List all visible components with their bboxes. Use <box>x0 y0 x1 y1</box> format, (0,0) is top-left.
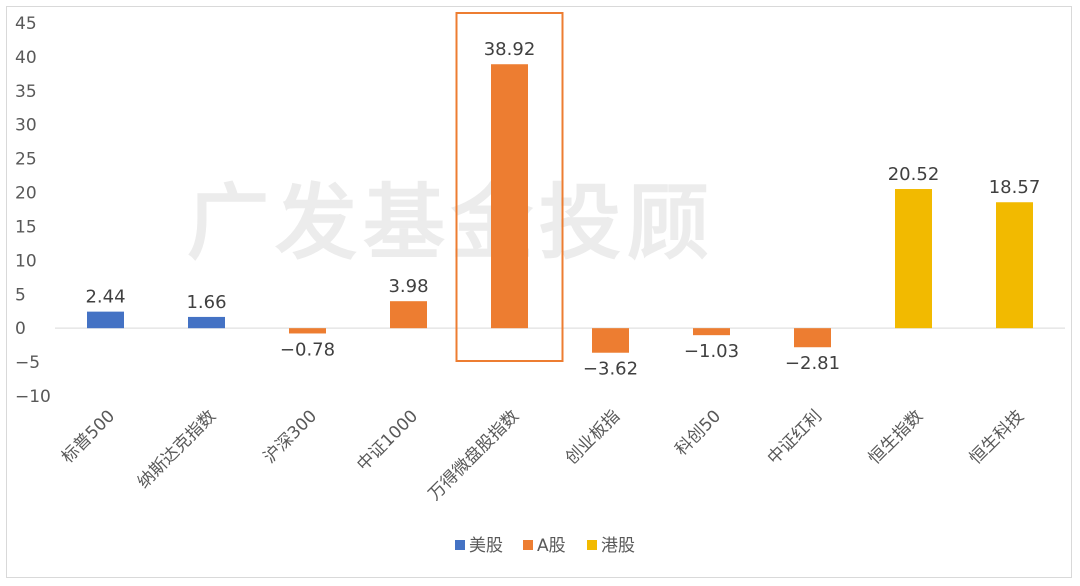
y-tick-label: 45 <box>15 14 37 34</box>
bar <box>996 202 1033 329</box>
bar <box>390 301 427 329</box>
legend-swatch <box>523 540 533 550</box>
y-tick-label: 35 <box>15 82 37 102</box>
x-tick-label: 中证红利 <box>764 406 826 468</box>
data-label: 3.98 <box>388 276 428 297</box>
x-tick-label: 恒生指数 <box>865 406 927 468</box>
watermark-text: 广发基金投顾 <box>187 176 715 271</box>
x-tick-label: 中证1000 <box>353 406 422 475</box>
y-tick-label: 10 <box>15 251 37 271</box>
x-tick-label: 万得微盘股指数 <box>425 406 523 504</box>
data-label: −0.78 <box>280 339 335 360</box>
data-label: 1.66 <box>186 292 226 313</box>
y-tick-label: 0 <box>15 319 26 339</box>
legend-swatch <box>455 540 465 550</box>
y-tick-label: 40 <box>15 48 37 68</box>
data-label: 2.44 <box>85 287 125 308</box>
x-tick-label: 纳斯达克指数 <box>134 406 220 492</box>
data-label: 38.92 <box>484 39 536 60</box>
bar <box>289 328 326 334</box>
y-tick-label: −5 <box>15 353 40 373</box>
chart-frame: 广发基金投顾 45 40 35 30 25 20 15 10 5 0 −5 −10 2.44 标普500 1.… <box>6 6 1072 578</box>
y-tick-label: −10 <box>15 387 51 407</box>
y-tick-label: 5 <box>15 285 26 305</box>
bar <box>491 64 528 329</box>
legend-label: 美股 <box>469 536 503 556</box>
bar <box>794 328 831 348</box>
data-label: 18.57 <box>989 177 1041 198</box>
y-tick-label: 15 <box>15 217 37 237</box>
bar <box>693 328 730 336</box>
bar <box>592 328 629 353</box>
y-tick-label: 30 <box>15 116 37 136</box>
x-tick-label: 科创50 <box>672 406 725 459</box>
data-label: −1.03 <box>684 341 739 362</box>
x-tick-label: 创业板指 <box>562 406 624 468</box>
y-tick-label: 25 <box>15 150 37 170</box>
highlight-box <box>455 12 564 362</box>
x-tick-label: 沪深300 <box>260 406 321 467</box>
data-label: −2.81 <box>785 353 840 374</box>
legend-label: A股 <box>537 536 566 556</box>
data-label: −3.62 <box>583 359 638 380</box>
x-tick-label: 标普500 <box>58 406 119 467</box>
x-tick-label: 恒生科技 <box>966 406 1028 468</box>
y-tick-label: 20 <box>15 184 37 204</box>
data-label: 20.52 <box>888 164 940 185</box>
legend-label: 港股 <box>601 536 635 556</box>
bar <box>87 311 124 329</box>
bar <box>188 316 225 329</box>
bar <box>895 189 932 329</box>
bar-chart: 广发基金投顾 45 40 35 30 25 20 15 10 5 0 −5 −10 2.44 标普500 1.… <box>15 12 1065 556</box>
legend-swatch <box>587 540 597 550</box>
